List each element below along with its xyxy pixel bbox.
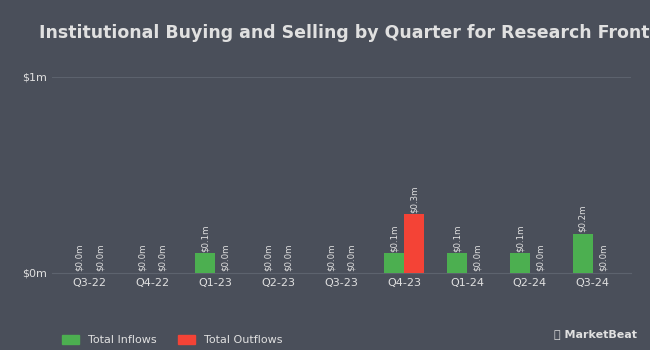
Text: $0.0m: $0.0m: [284, 244, 293, 272]
Text: $0.0m: $0.0m: [599, 244, 607, 272]
Text: $0.1m: $0.1m: [201, 224, 210, 252]
Bar: [196, 253, 216, 273]
Text: $0.1m: $0.1m: [389, 224, 398, 252]
Text: $0.0m: $0.0m: [473, 244, 482, 272]
Text: $0.1m: $0.1m: [515, 224, 525, 252]
Bar: [384, 253, 404, 273]
Text: $0.0m: $0.0m: [327, 244, 335, 272]
Text: $0.2m: $0.2m: [578, 205, 587, 232]
Text: $0.0m: $0.0m: [347, 244, 356, 272]
Text: $0.1m: $0.1m: [452, 224, 462, 252]
Bar: [447, 253, 467, 273]
Text: $0.0m: $0.0m: [264, 244, 273, 272]
Text: Institutional Buying and Selling by Quarter for Research Frontiers: Institutional Buying and Selling by Quar…: [39, 25, 650, 42]
Legend: Total Inflows, Total Outflows: Total Inflows, Total Outflows: [58, 330, 287, 350]
Bar: [573, 234, 593, 273]
Text: $0.0m: $0.0m: [96, 244, 104, 272]
Bar: [510, 253, 530, 273]
Text: $0.0m: $0.0m: [138, 244, 147, 272]
Bar: [404, 214, 424, 273]
Text: $0.3m: $0.3m: [410, 185, 419, 213]
Text: $0.0m: $0.0m: [158, 244, 167, 272]
Text: $0.0m: $0.0m: [221, 244, 230, 272]
Text: ⼿ MarketBeat: ⼿ MarketBeat: [554, 329, 637, 340]
Text: $0.0m: $0.0m: [75, 244, 84, 272]
Text: $0.0m: $0.0m: [536, 244, 545, 272]
